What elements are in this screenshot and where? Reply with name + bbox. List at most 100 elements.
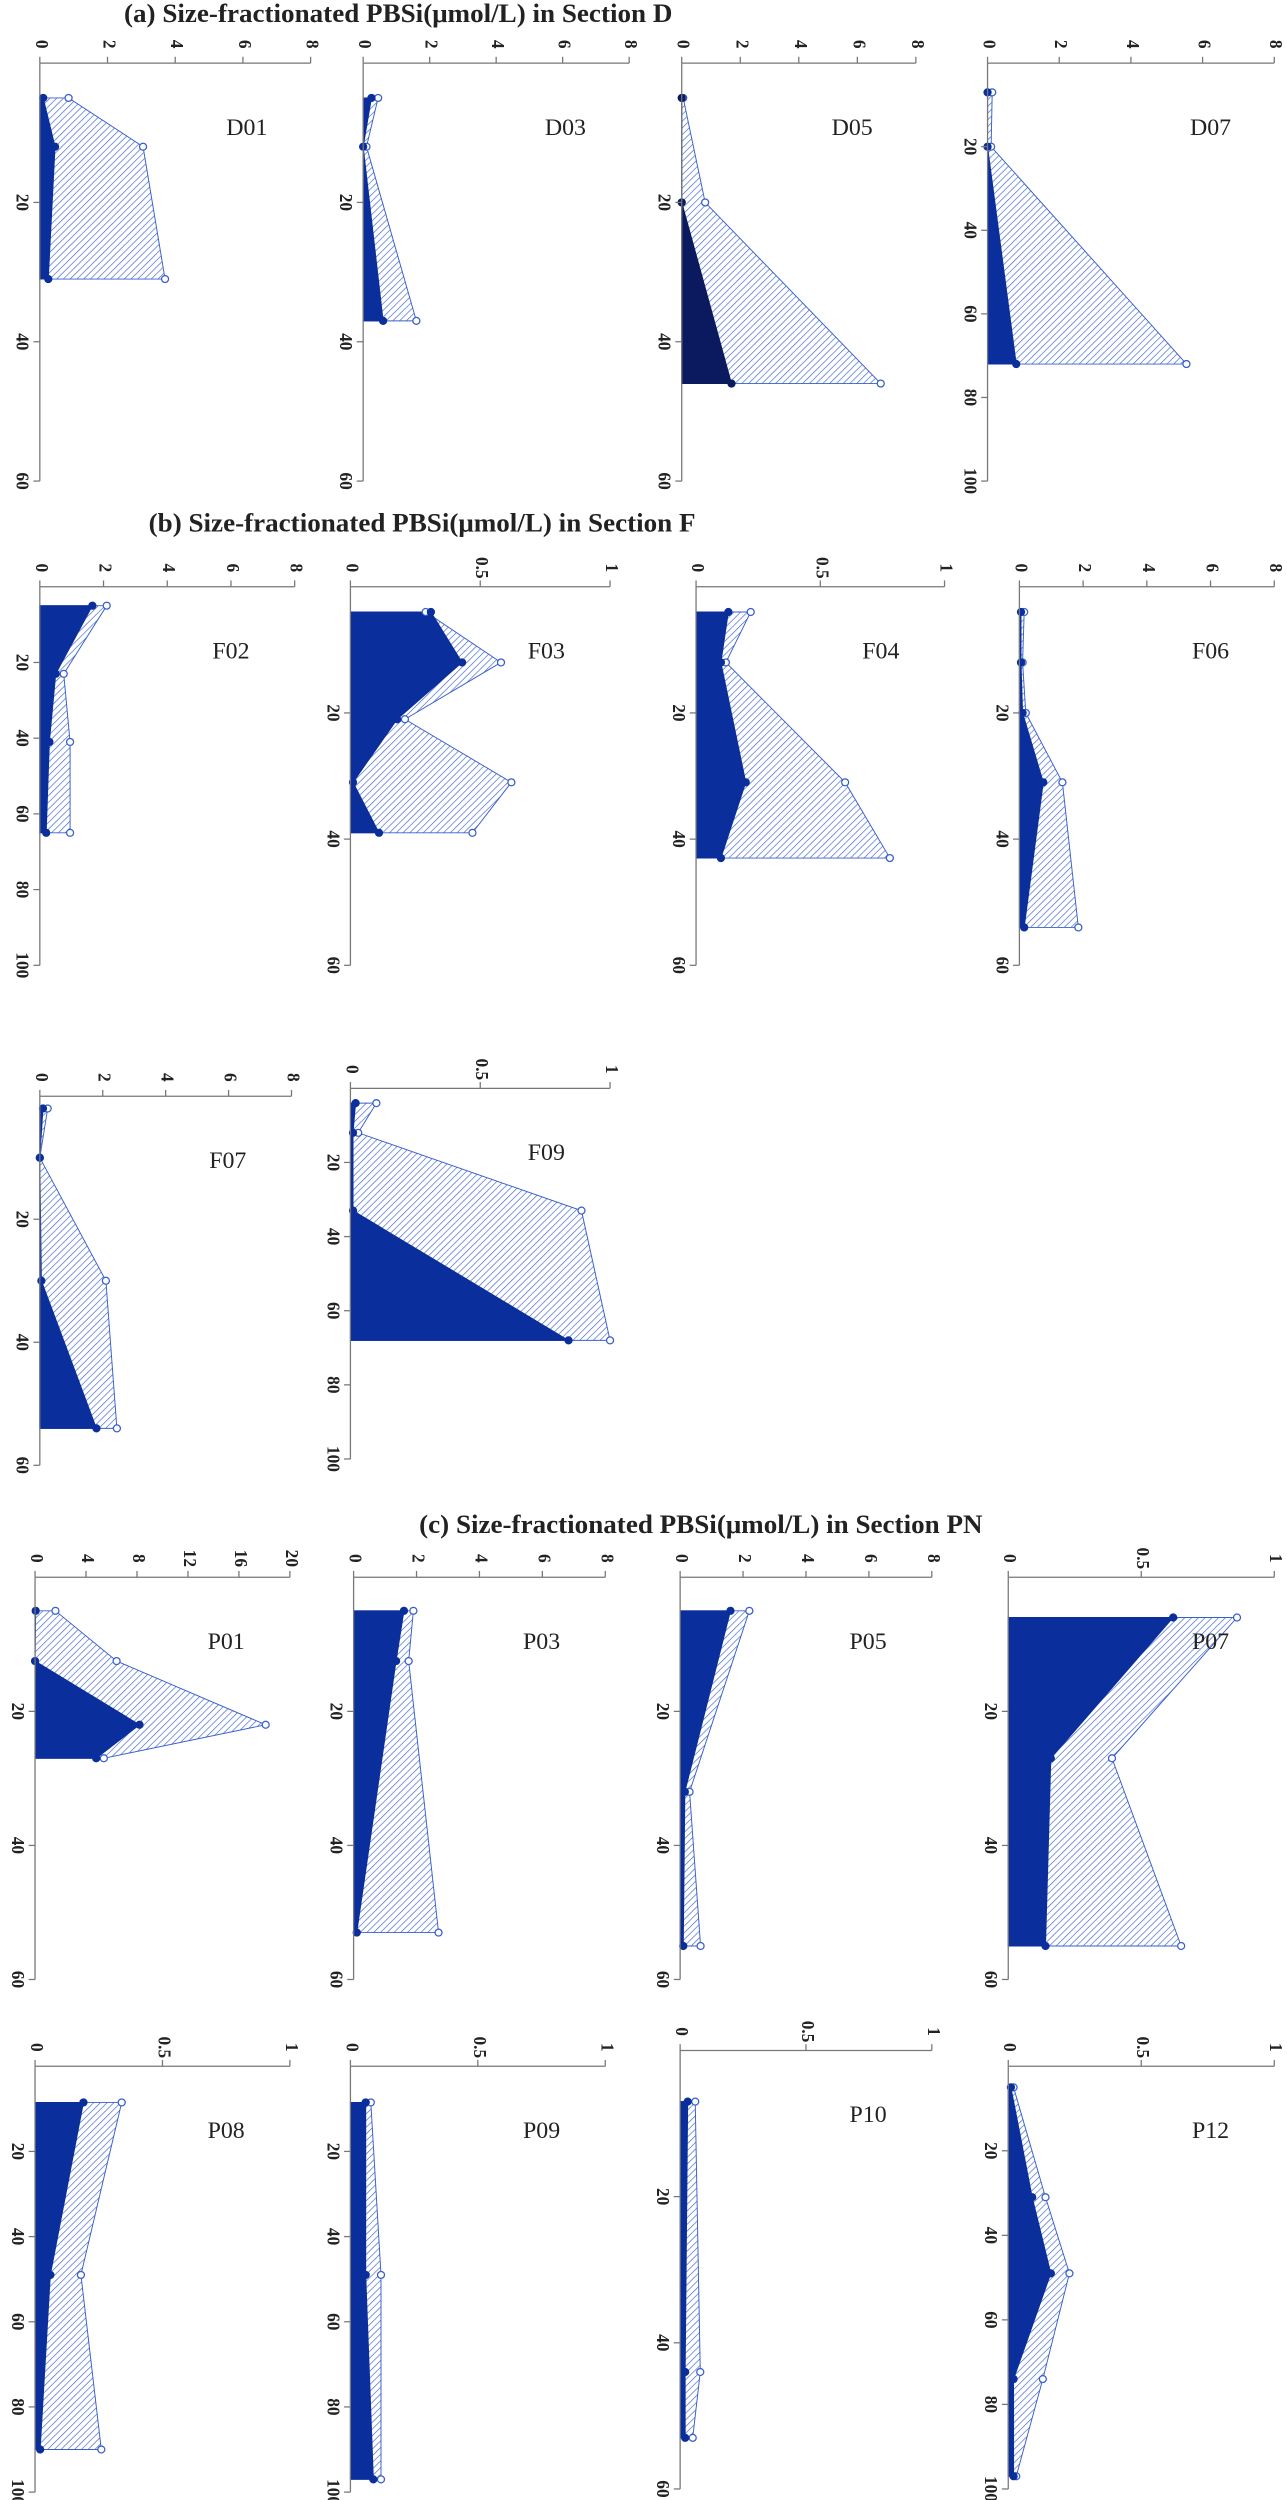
point: [372, 1099, 381, 1108]
point: [1012, 359, 1021, 369]
x-tick-label: 4: [167, 40, 187, 49]
point: [59, 669, 68, 678]
point: [716, 658, 726, 667]
point: [688, 2433, 697, 2442]
point: [400, 715, 410, 724]
y-tick-label: 20: [981, 2142, 1001, 2160]
x-tick-label: 0: [32, 563, 52, 572]
y-tick-label: 40: [655, 333, 675, 351]
y-tick-label: 40: [323, 2228, 343, 2246]
y-tick-label: 20: [669, 704, 689, 722]
point: [361, 2098, 370, 2107]
x-tick-label: 0: [672, 2027, 692, 2036]
x-tick-label: 0: [27, 1554, 47, 1563]
x-tick-label: 8: [287, 563, 307, 572]
y-tick-label: 20: [653, 1703, 673, 1721]
x-tick-label: 0.5: [472, 557, 492, 579]
point: [92, 1754, 101, 1763]
point: [1018, 708, 1027, 718]
y-tick-label: 100: [13, 952, 33, 978]
x-tick-label: 0: [32, 40, 52, 49]
panel-label: F03: [528, 639, 565, 665]
point: [37, 1276, 46, 1285]
point: [1074, 923, 1083, 932]
panel-label: P10: [850, 2102, 887, 2128]
x-tick-label: 2: [1051, 40, 1071, 49]
point: [1006, 2083, 1016, 2092]
x-tick-label: 8: [924, 1554, 944, 1563]
y-tick-label: 40: [13, 730, 33, 748]
y-tick-label: 20: [323, 704, 343, 722]
point: [1041, 2193, 1050, 2202]
x-tick-label: 4: [488, 40, 508, 49]
x-tick-label: 4: [159, 563, 179, 572]
x-tick-label: 0: [355, 40, 375, 49]
point: [701, 198, 710, 207]
x-tick-label: 8: [1266, 40, 1286, 49]
panel-label: P05: [850, 1629, 887, 1655]
x-tick-label: 6: [861, 1554, 881, 1563]
point: [1038, 2374, 1047, 2384]
point: [135, 1720, 144, 1729]
y-tick-label: 20: [336, 194, 356, 212]
y-tick-label: 60: [960, 305, 980, 323]
point: [64, 93, 73, 103]
x-tick-label: 8: [597, 1554, 617, 1563]
point: [605, 1336, 615, 1345]
panel-label: F09: [528, 1140, 565, 1166]
panel-label: D07: [1190, 115, 1231, 141]
y-tick-label: 20: [326, 1703, 346, 1721]
point: [1177, 1941, 1186, 1951]
x-tick-label: 0: [688, 563, 708, 572]
y-tick-label: 100: [323, 2479, 343, 2500]
x-tick-label: 0.5: [812, 557, 832, 579]
point: [348, 778, 358, 787]
x-tick-label: 0: [672, 1554, 692, 1563]
point: [393, 715, 402, 724]
x-tick-label: 6: [555, 40, 575, 49]
point: [1041, 1941, 1050, 1951]
x-tick-label: 0.5: [472, 1059, 492, 1081]
point: [1046, 2269, 1055, 2278]
point: [374, 828, 384, 837]
y-tick-label: 40: [8, 2228, 28, 2246]
y-tick-label: 20: [8, 1703, 28, 1721]
x-tick-label: 0: [980, 40, 1000, 49]
x-tick-label: 4: [1139, 563, 1159, 572]
x-tick-label: 0: [27, 2043, 47, 2052]
panel-label: P01: [208, 1629, 245, 1655]
point: [65, 828, 75, 837]
point: [351, 1099, 360, 1108]
x-tick-label: 4: [798, 1554, 818, 1563]
point: [841, 778, 850, 787]
y-tick-label: 60: [13, 472, 33, 490]
x-tick-label: 4: [1123, 40, 1143, 49]
point: [97, 2445, 106, 2454]
x-tick-label: 1: [924, 2027, 944, 2036]
point: [399, 1606, 409, 1615]
x-tick-label: 8: [1266, 563, 1286, 572]
x-tick-label: 6: [221, 1073, 241, 1082]
point: [348, 1128, 358, 1137]
point: [45, 737, 54, 747]
y-tick-label: 100: [960, 468, 980, 494]
x-tick-label: 6: [534, 1554, 554, 1563]
point: [42, 828, 51, 837]
y-tick-label: 20: [960, 138, 980, 156]
point: [51, 1606, 60, 1615]
section-title: (c) Size-fractionated PBSi(μmol/L) in Se…: [419, 1509, 983, 1539]
y-tick-label: 80: [8, 2398, 28, 2416]
y-tick-label: 40: [960, 222, 980, 240]
x-tick-label: 0.5: [1133, 1548, 1153, 1570]
x-tick-label: 4: [78, 1554, 98, 1563]
y-tick-label: 20: [653, 2188, 673, 2206]
y-tick-label: 60: [669, 957, 689, 975]
point: [457, 658, 467, 667]
point: [1028, 2193, 1037, 2202]
x-tick-label: 8: [303, 40, 323, 49]
x-tick-label: 2: [422, 40, 442, 49]
x-tick-label: 2: [99, 40, 119, 49]
y-tick-label: 80: [13, 881, 33, 899]
x-tick-label: 1: [282, 2043, 302, 2052]
point: [412, 316, 421, 325]
